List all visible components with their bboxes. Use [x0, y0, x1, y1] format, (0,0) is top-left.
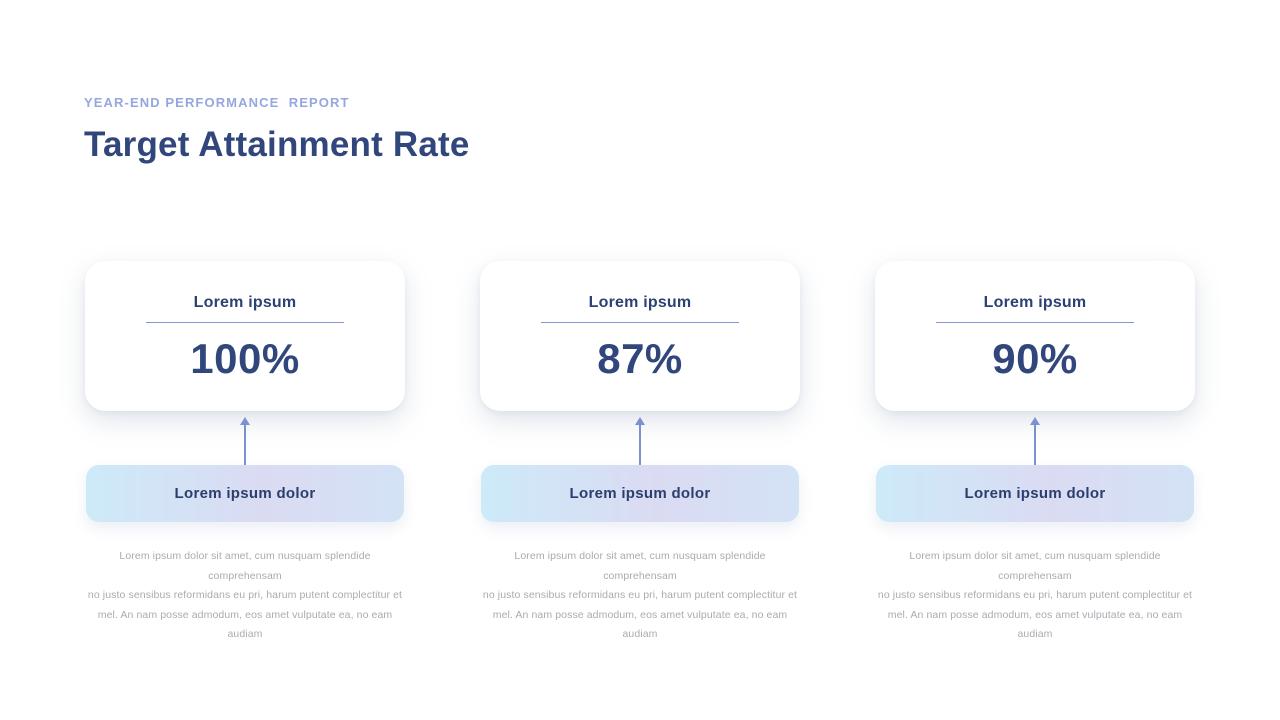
up-arrow-icon: [1030, 411, 1040, 465]
stat-column-1: Lorem ipsum 100% Lorem ipsum dolor Lorem…: [85, 261, 405, 645]
card-label: Lorem ipsum: [588, 294, 692, 311]
stat-value: 87%: [597, 335, 683, 382]
stat-value: 90%: [992, 335, 1078, 382]
stat-card: Lorem ipsum 87%: [480, 261, 800, 411]
up-arrow-icon: [240, 411, 250, 465]
category-banner: Lorem ipsum dolor: [876, 465, 1194, 522]
description-line: Lorem ipsum dolor sit amet, cum nusquam …: [119, 550, 371, 582]
description-text: Lorem ipsum dolor sit amet, cum nusquam …: [875, 547, 1195, 645]
banner-label: Lorem ipsum dolor: [964, 485, 1106, 502]
stat-card: Lorem ipsum 90%: [875, 261, 1195, 411]
stat-column-3: Lorem ipsum 90% Lorem ipsum dolor Lorem …: [875, 261, 1195, 645]
slide-header: YEAR-END PERFORMANCE REPORT Target Attai…: [84, 95, 470, 165]
description-line: no justo sensibus reformidans eu pri, ha…: [87, 589, 403, 601]
arrow-head: [1030, 417, 1040, 425]
banner-label: Lorem ipsum dolor: [569, 485, 711, 502]
category-banner: Lorem ipsum dolor: [86, 465, 404, 522]
card-label: Lorem ipsum: [193, 294, 297, 311]
description-line: no justo sensibus reformidans eu pri, ha…: [877, 589, 1193, 601]
category-banner: Lorem ipsum dolor: [481, 465, 799, 522]
eyebrow-label: YEAR-END PERFORMANCE REPORT: [84, 95, 350, 110]
description-line: Lorem ipsum dolor sit amet, cum nusquam …: [514, 550, 766, 582]
card-underline: [936, 322, 1134, 323]
arrow-head: [635, 417, 645, 425]
card-label: Lorem ipsum: [983, 294, 1087, 311]
stat-value: 100%: [190, 335, 300, 382]
up-arrow-icon: [635, 411, 645, 465]
description-line: mel. An nam posse admodum, eos amet vulp…: [97, 608, 393, 641]
description-line: mel. An nam posse admodum, eos amet vulp…: [887, 608, 1183, 641]
arrow-head: [240, 417, 250, 425]
stat-column-2: Lorem ipsum 87% Lorem ipsum dolor Lorem …: [480, 261, 800, 645]
description-text: Lorem ipsum dolor sit amet, cum nusquam …: [85, 547, 405, 645]
stat-card: Lorem ipsum 100%: [85, 261, 405, 411]
description-text: Lorem ipsum dolor sit amet, cum nusquam …: [480, 547, 800, 645]
card-underline: [146, 322, 344, 323]
stat-columns: Lorem ipsum 100% Lorem ipsum dolor Lorem…: [85, 261, 1195, 645]
arrow-line: [639, 425, 641, 465]
arrow-line: [1034, 425, 1036, 465]
description-line: no justo sensibus reformidans eu pri, ha…: [482, 589, 798, 601]
description-line: Lorem ipsum dolor sit amet, cum nusquam …: [909, 550, 1161, 582]
banner-label: Lorem ipsum dolor: [174, 485, 316, 502]
card-underline: [541, 322, 739, 323]
page-title: Target Attainment Rate: [84, 125, 470, 164]
description-line: mel. An nam posse admodum, eos amet vulp…: [492, 608, 788, 641]
arrow-line: [244, 425, 246, 465]
